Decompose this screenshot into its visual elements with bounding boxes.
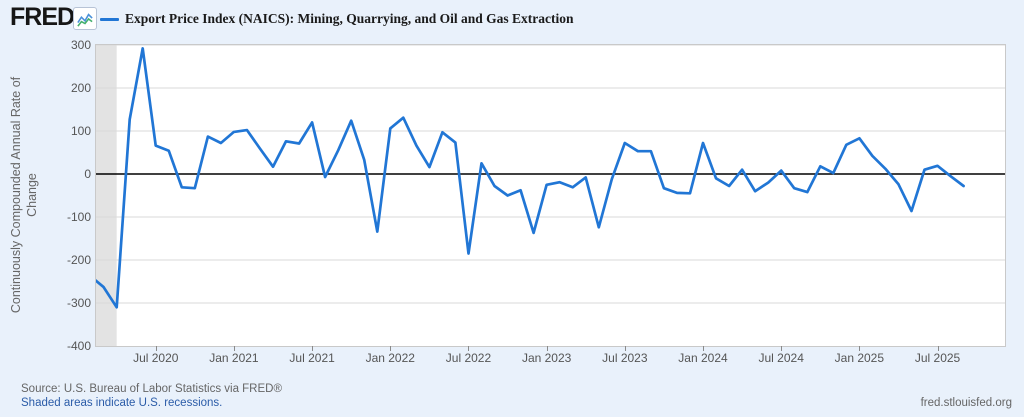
- x-tick-mark: [233, 346, 235, 351]
- x-tick-label: Jan 2023: [521, 351, 572, 365]
- x-tick-mark: [937, 346, 939, 351]
- x-tick-label: Jan 2021: [209, 351, 259, 365]
- fred-sparkline-icon: [73, 7, 97, 30]
- x-tick-label: Jul 2023: [602, 351, 648, 365]
- source-note: Source: U.S. Bureau of Labor Statistics …: [21, 383, 282, 395]
- y-tick-label: -400: [66, 339, 91, 353]
- y-tick-label: -200: [66, 253, 91, 267]
- x-tick-mark: [390, 346, 392, 351]
- y-tick-label: 300: [70, 38, 91, 52]
- x-tick-label: Jan 2024: [678, 351, 728, 365]
- x-tick-label: Jul 2024: [758, 351, 804, 365]
- legend-line-swatch: [100, 18, 119, 21]
- x-tick-label: Jul 2021: [289, 351, 335, 365]
- line-chart: [96, 45, 1005, 346]
- fred-logo[interactable]: FRED®: [10, 3, 79, 32]
- y-tick-label: -300: [66, 296, 91, 310]
- site-link: fred.stlouisfed.org: [920, 397, 1012, 409]
- x-tick-mark: [155, 346, 157, 351]
- x-tick-label: Jul 2022: [445, 351, 492, 365]
- x-tick-mark: [624, 346, 626, 351]
- x-tick-mark: [312, 346, 314, 351]
- y-axis-title: Continuously Compounded Annual Rate of C…: [9, 76, 39, 314]
- series-line: [96, 47, 965, 309]
- plot-area: [95, 44, 1006, 347]
- y-tick-label: 200: [70, 81, 91, 95]
- x-tick-mark: [468, 346, 470, 351]
- x-tick-label: Jul 2020: [133, 351, 179, 365]
- x-tick-mark: [859, 346, 861, 351]
- legend-series-label: Export Price Index (NAICS): Mining, Quar…: [125, 11, 574, 26]
- recession-note-link[interactable]: Shaded areas indicate U.S. recessions.: [21, 397, 223, 409]
- y-tick-label: 0: [84, 167, 91, 181]
- x-tick-mark: [781, 346, 783, 351]
- y-tick-label: -100: [66, 210, 91, 224]
- x-tick-mark: [546, 346, 548, 351]
- x-tick-label: Jan 2022: [365, 351, 415, 365]
- x-tick-label: Jul 2025: [914, 351, 961, 365]
- y-tick-label: 100: [70, 124, 91, 138]
- recession-band: [96, 45, 117, 346]
- x-tick-mark: [703, 346, 704, 351]
- x-tick-label: Jan 2025: [834, 351, 885, 365]
- fred-logo-text: FRED: [10, 3, 75, 31]
